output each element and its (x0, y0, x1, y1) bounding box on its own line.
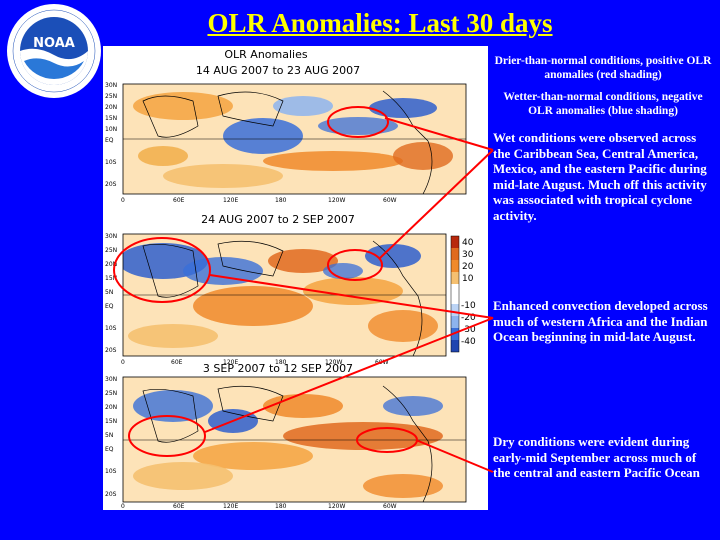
svg-text:30N: 30N (105, 82, 117, 89)
svg-text:0: 0 (121, 359, 125, 366)
svg-text:120W: 120W (328, 197, 345, 204)
svg-text:15N: 15N (105, 275, 117, 282)
svg-text:EQ: EQ (105, 303, 114, 310)
svg-text:0: 0 (121, 197, 125, 204)
svg-text:40: 40 (462, 238, 474, 248)
svg-text:180: 180 (275, 359, 287, 366)
svg-text:180: 180 (275, 197, 287, 204)
svg-text:30: 30 (462, 250, 474, 260)
svg-text:10S: 10S (105, 159, 117, 166)
svg-text:60W: 60W (383, 197, 397, 204)
pointer-africa-1 (209, 274, 494, 319)
panel-3-lon-labels: 0 60E 120E 180 120W 60W (121, 503, 397, 510)
svg-text:60E: 60E (173, 197, 185, 204)
note-pacific: Dry conditions were evident during early… (493, 434, 700, 480)
svg-text:-20: -20 (461, 313, 476, 323)
svg-text:15N: 15N (105, 418, 117, 425)
legend-dry: Drier-than-normal conditions, positive O… (494, 55, 712, 81)
note-africa: Enhanced convection developed across muc… (493, 298, 708, 344)
ellipse-caribbean-2 (327, 249, 383, 281)
panel-1-lon-labels: 0 60E 120E 180 120W 60W (121, 197, 397, 204)
svg-text:10N: 10N (105, 126, 117, 133)
svg-text:60E: 60E (171, 359, 183, 366)
svg-text:60E: 60E (173, 503, 185, 510)
panel-2-date: 24 AUG 2007 to 2 SEP 2007 (201, 213, 355, 226)
svg-text:10S: 10S (105, 468, 117, 475)
svg-text:120E: 120E (223, 503, 238, 510)
svg-text:-40: -40 (461, 337, 476, 347)
svg-text:-30: -30 (461, 325, 476, 335)
svg-text:20N: 20N (105, 104, 117, 111)
svg-text:180: 180 (275, 503, 287, 510)
figure-heading: OLR Anomalies (224, 48, 307, 61)
panel-3-date: 3 SEP 2007 to 12 SEP 2007 (203, 362, 353, 375)
pointer-caribbean-1 (384, 117, 494, 151)
ellipse-pacific (356, 427, 418, 453)
svg-text:5N: 5N (105, 432, 113, 439)
svg-text:20S: 20S (105, 347, 117, 354)
svg-text:120W: 120W (328, 503, 345, 510)
svg-text:25N: 25N (105, 247, 117, 254)
svg-text:25N: 25N (105, 390, 117, 397)
svg-text:EQ: EQ (105, 446, 114, 453)
svg-text:25N: 25N (105, 93, 117, 100)
legend-wet: Wetter-than-normal conditions, negative … (503, 91, 703, 117)
svg-text:EQ: EQ (105, 137, 114, 144)
pointer-pacific (415, 439, 494, 473)
panel-1-date: 14 AUG 2007 to 23 AUG 2007 (196, 64, 360, 77)
svg-text:20: 20 (462, 262, 474, 272)
ellipse-caribbean-1 (327, 106, 389, 138)
panel-2-lat-labels: 30N 25N 20N 15N 5N EQ 10S 20S (105, 233, 117, 354)
logo-center-text: NOAA (33, 36, 75, 51)
svg-text:120W: 120W (325, 359, 342, 366)
svg-text:5N: 5N (105, 289, 113, 296)
svg-text:120E: 120E (223, 359, 238, 366)
ellipse-africa-1 (113, 237, 211, 303)
svg-text:10: 10 (462, 274, 474, 284)
slide-title: OLR Anomalies: Last 30 days (207, 8, 553, 38)
colorbar-labels: 40 30 20 10 -10 -20 -30 -40 (461, 238, 476, 347)
pointer-caribbean-2 (379, 149, 494, 259)
svg-text:60W: 60W (383, 503, 397, 510)
svg-text:15N: 15N (105, 115, 117, 122)
svg-text:30N: 30N (105, 376, 117, 383)
svg-text:20S: 20S (105, 181, 117, 188)
pointer-africa-2 (204, 317, 494, 433)
svg-text:20S: 20S (105, 491, 117, 498)
ellipse-africa-2 (128, 415, 206, 457)
panel-1-lat-labels: 30N 25N 20N 15N 10N EQ 10S 20S (105, 82, 117, 188)
svg-text:-10: -10 (461, 301, 476, 311)
noaa-logo: NOAA (7, 4, 101, 98)
svg-text:20N: 20N (105, 404, 117, 411)
svg-text:10S: 10S (105, 325, 117, 332)
olr-figure: OLR Anomalies 14 AUG 2007 to 23 AUG 2007… (103, 46, 488, 510)
svg-text:20N: 20N (105, 261, 117, 268)
svg-text:30N: 30N (105, 233, 117, 240)
note-caribbean: Wet conditions were observed across the … (493, 130, 707, 223)
svg-text:120E: 120E (223, 197, 238, 204)
svg-text:0: 0 (121, 503, 125, 510)
panel-3-lat-labels: 30N 25N 20N 15N 5N EQ 10S 20S (105, 376, 117, 498)
